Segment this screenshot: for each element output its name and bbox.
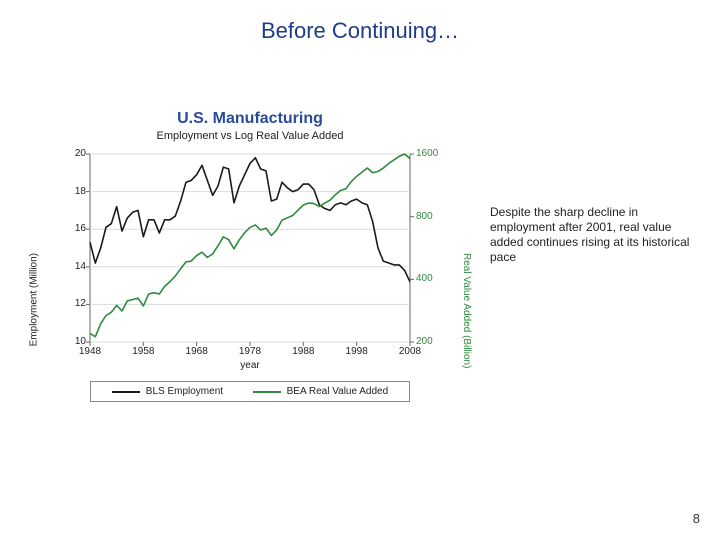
ytick-left: 20 bbox=[58, 148, 86, 159]
ytick-left: 14 bbox=[58, 261, 86, 272]
xtick: 1968 bbox=[186, 346, 208, 357]
page-title: Before Continuing… bbox=[0, 18, 720, 44]
xtick: 2008 bbox=[399, 346, 421, 357]
x-axis-label: year bbox=[40, 360, 460, 371]
ytick-left: 18 bbox=[58, 186, 86, 197]
xtick: 1988 bbox=[292, 346, 314, 357]
chart-subtitle: Employment vs Log Real Value Added bbox=[40, 130, 460, 142]
chart-legend: BLS Employment BEA Real Value Added bbox=[90, 381, 410, 402]
chart-title: U.S. Manufacturing bbox=[40, 110, 460, 128]
legend-item: BEA Real Value Added bbox=[253, 386, 389, 397]
chart-svg bbox=[40, 148, 460, 358]
y-axis-left-label: Employment (Million) bbox=[29, 253, 40, 346]
ytick-right: 1600 bbox=[416, 148, 450, 159]
legend-item: BLS Employment bbox=[112, 386, 223, 397]
ytick-left: 12 bbox=[58, 298, 86, 309]
ytick-right: 400 bbox=[416, 273, 450, 284]
xtick: 1998 bbox=[346, 346, 368, 357]
slide-page: Before Continuing… Despite the sharp dec… bbox=[0, 0, 720, 540]
plot-area: Employment (Million) Real Value Added (B… bbox=[40, 148, 460, 358]
ytick-left: 16 bbox=[58, 223, 86, 234]
legend-label: BLS Employment bbox=[146, 386, 223, 397]
xtick: 1978 bbox=[239, 346, 261, 357]
legend-swatch bbox=[112, 391, 140, 393]
xtick: 1958 bbox=[132, 346, 154, 357]
xtick: 1948 bbox=[79, 346, 101, 357]
y-axis-right-label: Real Value Added (Billion) bbox=[461, 253, 472, 368]
manufacturing-chart: U.S. Manufacturing Employment vs Log Rea… bbox=[40, 110, 460, 400]
annotation-text: Despite the sharp decline in employment … bbox=[490, 205, 690, 265]
legend-label: BEA Real Value Added bbox=[287, 386, 389, 397]
page-number: 8 bbox=[693, 511, 700, 526]
ytick-right: 800 bbox=[416, 211, 450, 222]
legend-swatch bbox=[253, 391, 281, 393]
